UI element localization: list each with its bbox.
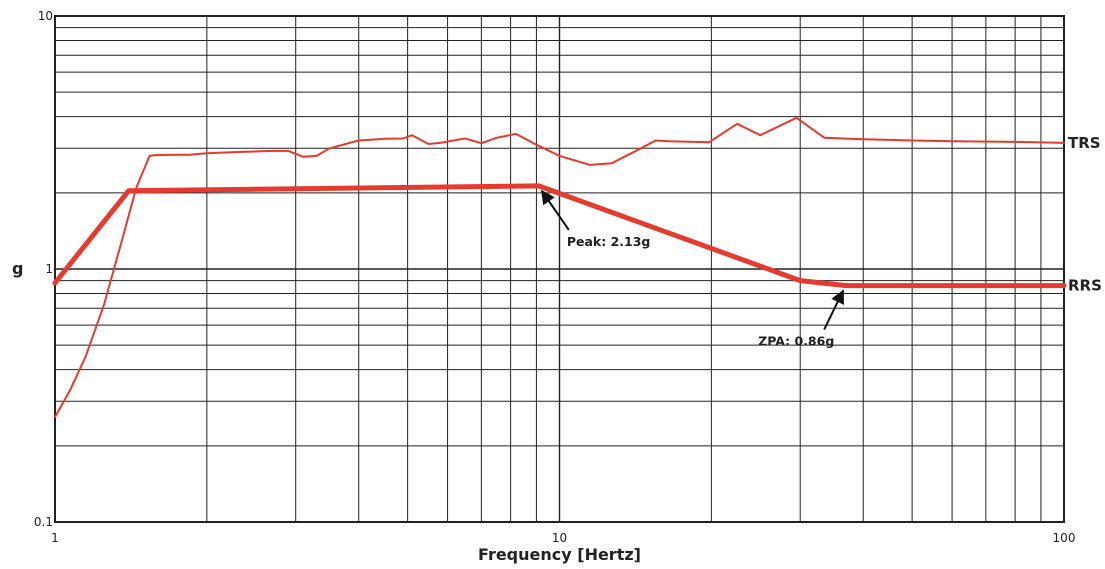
y-tick-label: 0.1	[34, 515, 53, 529]
y-tick-label: 10	[38, 9, 53, 23]
annotation-label: ZPA: 0.86g	[758, 334, 834, 349]
series-line-rrs	[52, 183, 1067, 289]
y-axis-title: g	[12, 259, 23, 278]
grid	[54, 16, 1064, 523]
annotation-arrow	[823, 289, 845, 331]
x-tick-label: 1	[51, 531, 59, 545]
y-tick-label: 1	[45, 262, 53, 276]
series-label-rrs: RRS	[1068, 277, 1102, 295]
annotations: Peak: 2.13g ZPA: 0.86g	[541, 189, 845, 349]
plot-frame	[54, 15, 1065, 523]
x-tick-label: 10	[552, 531, 567, 545]
series-label-trs: TRS	[1068, 134, 1101, 152]
tick-labels: TRS RRS 1 10 100 0.1 1 10	[34, 9, 1102, 545]
annotation-label: Peak: 2.13g	[567, 234, 651, 249]
series-layer	[52, 116, 1067, 418]
x-axis-title: Frequency [Hertz]	[478, 545, 641, 564]
annotation-arrow	[541, 189, 570, 231]
series-line-trs	[54, 116, 1065, 418]
x-tick-label: 100	[1053, 531, 1076, 545]
